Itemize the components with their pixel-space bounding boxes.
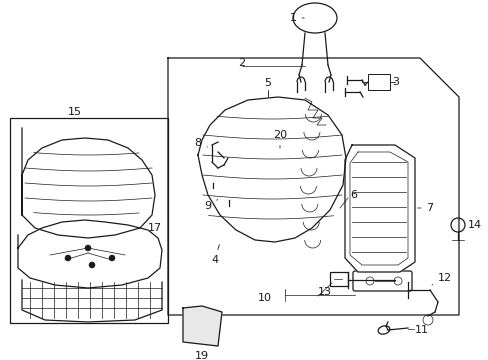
Circle shape [109,255,115,261]
Text: 2: 2 [238,58,245,68]
Text: 15: 15 [68,107,82,117]
Text: 12: 12 [431,273,451,285]
Text: 11: 11 [414,325,428,335]
Text: 10: 10 [258,293,271,303]
Polygon shape [22,280,162,322]
Circle shape [65,255,71,261]
Polygon shape [183,306,222,346]
Text: 3: 3 [391,77,398,87]
Text: 6: 6 [349,190,356,200]
Text: 9: 9 [204,199,217,211]
Circle shape [85,245,91,251]
Circle shape [89,262,95,268]
Text: 4: 4 [211,245,219,265]
Text: 21: 21 [112,250,126,260]
Text: 13: 13 [317,287,331,297]
Text: 16: 16 [111,170,137,180]
Text: 17: 17 [148,223,162,233]
Text: 14: 14 [467,220,481,230]
Polygon shape [198,97,346,242]
Text: 5: 5 [264,78,271,88]
Polygon shape [345,145,414,272]
Polygon shape [18,220,162,288]
Polygon shape [22,128,155,238]
Text: 20: 20 [272,130,286,148]
Text: 7: 7 [417,203,433,213]
Text: 18: 18 [53,304,73,320]
Text: 1: 1 [289,13,304,23]
Text: 19: 19 [195,351,209,360]
Bar [10,118,168,323]
Text: 8: 8 [194,138,207,148]
Bar [329,272,347,286]
